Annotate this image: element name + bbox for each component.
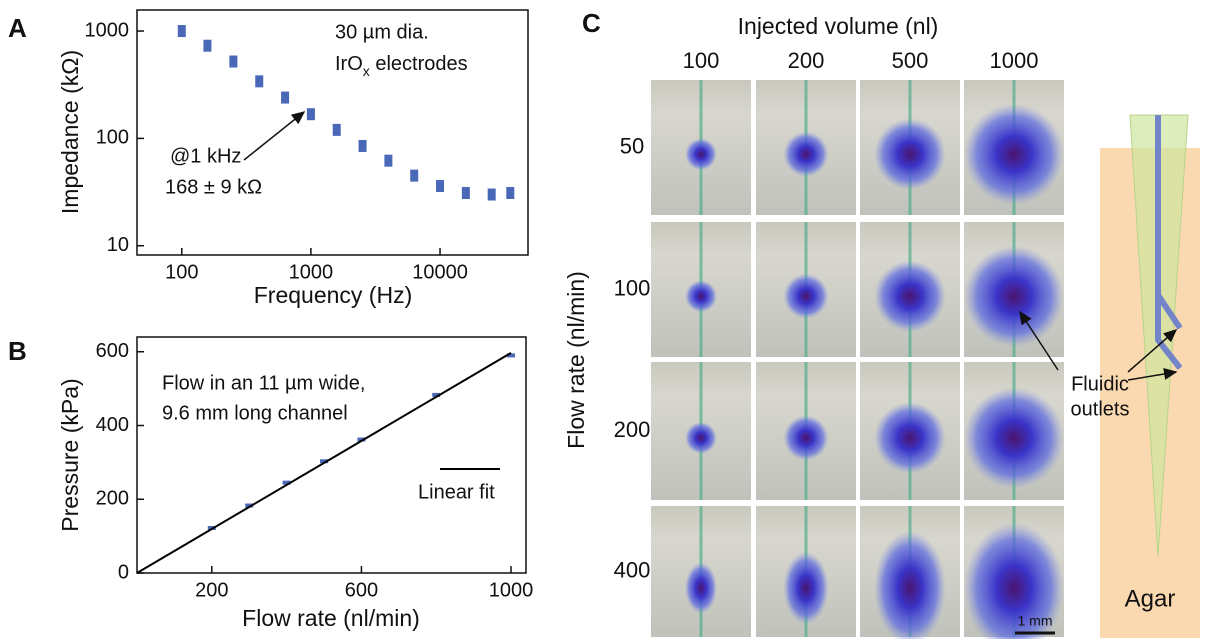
dye-spread	[783, 131, 829, 177]
x-tick-label: 100	[165, 261, 198, 283]
dye-spread	[685, 138, 717, 171]
y-tick-label: 10	[107, 234, 129, 256]
annotation: 168 ± 9 kΩ	[165, 176, 262, 198]
data-point	[410, 169, 419, 182]
x-tick-label: 10000	[412, 261, 468, 283]
data-point	[245, 503, 254, 508]
annotation-subscript: x	[363, 63, 370, 79]
row-label: 100	[614, 275, 651, 300]
annotation: 9.6 mm long channel	[162, 402, 348, 424]
column-label: 500	[892, 48, 929, 73]
data-point	[384, 154, 393, 167]
dye-spread	[874, 118, 946, 191]
dye-spread	[874, 260, 946, 333]
dye-spread	[783, 415, 829, 461]
y-tick-label: 400	[96, 414, 129, 436]
scale-bar-label: 1 mm	[1018, 613, 1053, 629]
x-tick-label: 600	[345, 579, 378, 601]
dye-spread	[783, 273, 829, 319]
callout-arrow	[1127, 329, 1178, 373]
fluidic-channel	[1155, 115, 1183, 370]
column-label: 1000	[990, 48, 1039, 73]
y-axis-label: Flow rate (nl/min)	[563, 271, 589, 449]
x-tick-label: 1000	[289, 261, 334, 283]
plot-frame	[136, 9, 529, 256]
agar-label: Agar	[1125, 585, 1176, 612]
dye-spread	[964, 245, 1064, 347]
y-tick-label: 600	[96, 340, 129, 362]
annotation-part: IrO	[335, 53, 363, 75]
dye-spread	[685, 280, 717, 313]
panel-label: A	[8, 13, 27, 43]
annotation: 30 µm dia.	[335, 21, 429, 43]
data-point	[507, 353, 516, 358]
y-tick-label: 200	[96, 488, 129, 510]
annotation: Flow in an 11 µm wide,	[162, 372, 365, 394]
data-point	[432, 392, 441, 397]
dye-spread	[685, 562, 717, 614]
annotation-arrow	[243, 111, 306, 161]
plot-frame	[136, 336, 527, 574]
panel-title: Injected volume (nl)	[738, 13, 939, 39]
annotation: IrOx electrodes	[335, 53, 468, 78]
y-tick-label: 0	[118, 561, 129, 583]
dye-spread	[964, 103, 1064, 205]
callout: Fluidic	[1071, 373, 1129, 395]
dye-spread	[964, 387, 1064, 489]
data-point	[357, 437, 366, 442]
data-point	[436, 180, 445, 193]
x-axis-label: Flow rate (nl/min)	[242, 605, 420, 631]
data-point	[281, 91, 290, 104]
data-point	[332, 123, 341, 136]
data-point	[282, 480, 291, 485]
data-point	[320, 459, 329, 464]
annotation: @1 kHz	[170, 145, 241, 167]
callout: outlets	[1071, 398, 1130, 420]
callout-arrow	[1019, 310, 1059, 371]
row-label: 200	[614, 417, 651, 442]
data-point	[506, 186, 515, 199]
dye-spread	[783, 551, 829, 625]
x-axis-label: Frequency (Hz)	[254, 282, 412, 308]
dye-spread	[685, 421, 717, 454]
y-axis-label: Pressure (kPa)	[57, 378, 83, 531]
x-tick-label: 1000	[489, 579, 534, 601]
data-point	[177, 25, 186, 38]
callout-arrow	[1127, 368, 1178, 381]
fit-line	[136, 351, 512, 574]
dye-spread	[874, 402, 946, 474]
x-tick-label: 200	[195, 579, 228, 601]
data-point	[255, 75, 264, 88]
data-point	[229, 55, 238, 68]
data-point	[358, 139, 367, 152]
panel-label: C	[582, 8, 601, 38]
panel-label: B	[8, 336, 27, 366]
data-point	[306, 108, 315, 121]
dye-spread	[874, 530, 946, 639]
y-tick-label: 100	[96, 127, 129, 149]
data-point	[203, 39, 212, 52]
y-tick-label: 1000	[85, 19, 130, 41]
y-axis-label: Impedance (kΩ)	[57, 50, 83, 214]
data-point	[487, 188, 496, 201]
row-label: 400	[614, 557, 651, 582]
column-label: 200	[788, 48, 825, 73]
dye-spread	[964, 522, 1064, 639]
data-point	[461, 186, 470, 199]
annotation-part: electrodes	[370, 53, 468, 75]
row-label: 50	[620, 133, 644, 158]
column-label: 100	[683, 48, 720, 73]
legend-label: Linear fit	[418, 481, 495, 503]
